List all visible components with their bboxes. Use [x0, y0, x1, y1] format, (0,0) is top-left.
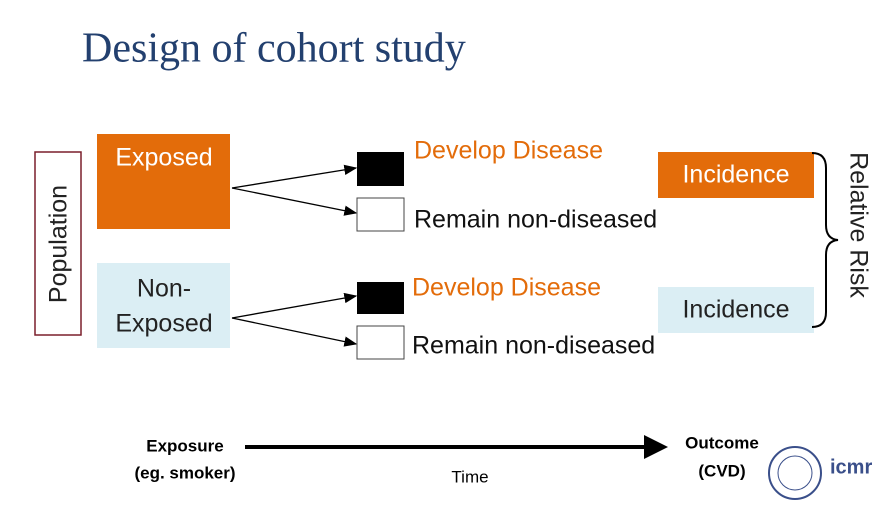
arrows [231, 164, 358, 347]
disease-box [357, 282, 404, 314]
exposed-box [97, 134, 230, 229]
non-exposed-box [97, 263, 230, 348]
timeline-end: (CVD) [698, 461, 745, 480]
population-box [34, 151, 82, 336]
logo-emblem [768, 446, 822, 500]
timeline-start: (eg. smoker) [134, 463, 235, 482]
no-disease-box [356, 325, 405, 360]
group-label: Exposed [115, 310, 212, 338]
incidence-box [658, 287, 814, 333]
no-disease-box [356, 197, 405, 232]
outcome-label: Remain non-diseased [412, 332, 655, 360]
outcome-label: Remain non-diseased [414, 206, 657, 234]
logo-text: icmr [830, 456, 872, 478]
title: Design of cohort study [82, 26, 466, 72]
group-label: Exposed [115, 144, 212, 172]
timeline-end: Outcome [685, 433, 759, 452]
timeline-middle: Time [451, 467, 488, 486]
relative-risk-label: Relative Risk [844, 152, 872, 298]
incidence-label: Incidence [682, 161, 789, 189]
incidence-label: Incidence [682, 296, 789, 324]
outcome-label: Develop Disease [414, 137, 603, 165]
incidence-box [658, 152, 814, 198]
disease-box [357, 152, 404, 186]
group-label: Non- [137, 275, 191, 303]
brace [811, 152, 839, 328]
timeline-start: Exposure [146, 436, 223, 455]
population-label: Population [45, 185, 73, 303]
logo-emblem [777, 455, 813, 491]
outcome-label: Develop Disease [412, 274, 601, 302]
